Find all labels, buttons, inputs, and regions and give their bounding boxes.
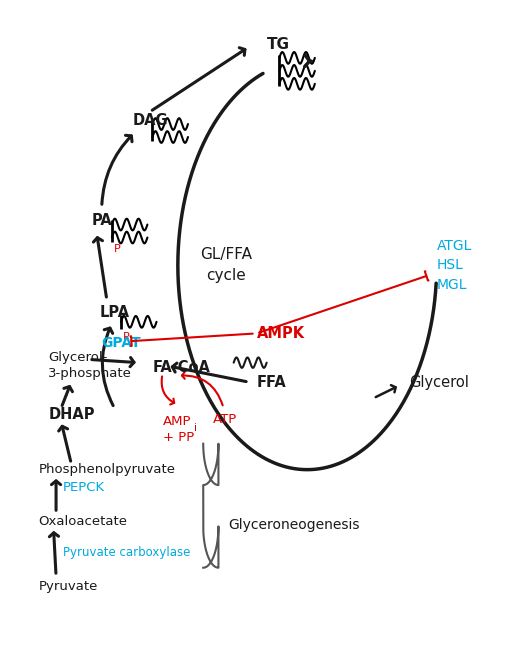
Text: P: P xyxy=(123,332,130,342)
Text: AMP
+ PP: AMP + PP xyxy=(163,415,194,443)
Text: DAG: DAG xyxy=(132,113,168,128)
Text: AMPK: AMPK xyxy=(256,326,305,341)
Text: DHAP: DHAP xyxy=(48,407,95,422)
Text: PEPCK: PEPCK xyxy=(63,481,105,494)
Text: GL/FFA
cycle: GL/FFA cycle xyxy=(200,247,252,283)
Text: LPA: LPA xyxy=(99,305,129,320)
Text: Phosphenolpyruvate: Phosphenolpyruvate xyxy=(38,463,175,476)
Text: PA: PA xyxy=(92,213,112,228)
Text: FFA: FFA xyxy=(256,375,286,390)
Text: GPAT: GPAT xyxy=(102,336,142,350)
Text: Glycerol: Glycerol xyxy=(409,375,468,390)
Text: ATGL
HSL
MGL: ATGL HSL MGL xyxy=(437,239,472,292)
Text: Glyceroneogenesis: Glyceroneogenesis xyxy=(229,518,360,532)
Text: TG: TG xyxy=(267,37,290,52)
Text: ATP: ATP xyxy=(213,413,238,426)
Text: Oxaloacetate: Oxaloacetate xyxy=(38,515,127,528)
Text: Glycerol-
3-phosphate: Glycerol- 3-phosphate xyxy=(48,351,132,381)
Text: FA-CoA: FA-CoA xyxy=(152,360,210,375)
Text: i: i xyxy=(194,423,197,433)
Text: Pyruvate: Pyruvate xyxy=(38,580,97,593)
Text: P: P xyxy=(114,244,121,254)
Text: Pyruvate carboxylase: Pyruvate carboxylase xyxy=(63,545,190,559)
